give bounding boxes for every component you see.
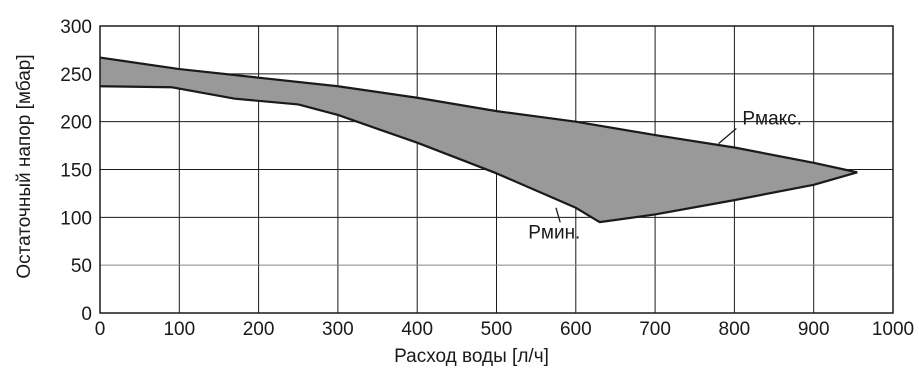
y-tick-label-4: 200 <box>60 113 92 134</box>
y-tick-label-2: 100 <box>60 208 92 229</box>
y-tick-label-3: 150 <box>60 161 92 182</box>
pressure-range-area <box>100 57 858 223</box>
x-tick-label-6: 600 <box>560 319 592 340</box>
annotation-label-0: Рмакс. <box>742 109 802 130</box>
x-tick-label-10: 1000 <box>872 319 914 340</box>
y-axis-title: Остаточный напор [мбар] <box>14 54 35 278</box>
series-lines <box>99 56 858 224</box>
x-tick-label-1: 100 <box>163 319 195 340</box>
annotations: Рмакс. Рмин. <box>528 109 802 244</box>
x-tick-label-5: 500 <box>481 319 513 340</box>
x-tick-label-7: 700 <box>639 319 671 340</box>
x-tick-label-8: 800 <box>719 319 751 340</box>
x-tick-label-9: 900 <box>798 319 830 340</box>
x-tick-label-0: 0 <box>95 319 106 340</box>
series-line-0 <box>99 56 858 174</box>
y-tick-label-0: 0 <box>81 304 92 325</box>
series-line-1 <box>99 85 858 224</box>
annotation-label-1: Рмин. <box>528 222 580 243</box>
y-tick-label-5: 250 <box>60 65 92 86</box>
x-tick-label-4: 400 <box>401 319 433 340</box>
plot-frame <box>99 25 894 314</box>
x-axis-title: Расход воды [л/ч] <box>394 346 549 367</box>
annotation-leader-1 <box>555 207 561 223</box>
y-tick-label-6: 300 <box>60 17 92 38</box>
y-tick-labels: 0 50 100 150 200 250 300 <box>60 17 92 325</box>
x-tick-label-3: 300 <box>322 319 354 340</box>
x-tick-label-2: 200 <box>243 319 275 340</box>
x-tick-labels: 0 100 200 300 400 500 600 700 800 900 1000 <box>95 319 914 340</box>
annotation-leader-0 <box>718 128 737 145</box>
y-tick-label-1: 50 <box>71 256 92 277</box>
